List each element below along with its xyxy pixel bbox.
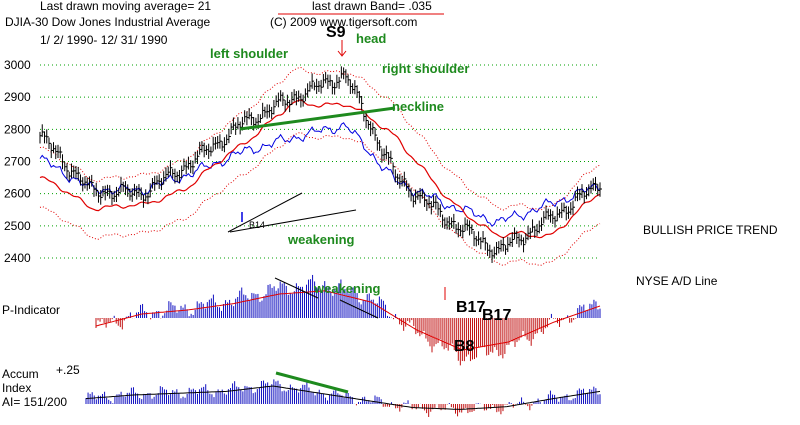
accum-label-2: Index [2,381,31,395]
ma-label: Last drawn moving average= 21 [40,0,211,13]
weakening-1-label: weakening [287,232,355,247]
p-indicator-ma-line [95,290,601,351]
p-indicator-bars [95,274,601,366]
upper-band [39,66,601,211]
moving-average [39,99,601,239]
b17a-label: B17 [456,299,485,316]
y-tick-2600: 2600 [4,187,31,201]
ad-line [39,122,601,227]
p-indicator-ma [95,290,601,351]
y-tick-3000: 3000 [4,58,31,72]
accum-weakening-line [275,371,349,394]
b17b-label: B17 [482,307,511,324]
copyright: (C) 2009 www.tigersoft.com [270,15,417,29]
accum-bars [85,379,601,417]
bands [39,66,601,266]
date-range: 1/ 2/ 1990- 12/ 31/ 1990 [40,33,168,47]
accum-level-label: +.25 [56,363,80,377]
b8-label: B8 [454,338,475,355]
y-tick-2800: 2800 [4,122,31,136]
right-shoulder-label: right shoulder [382,61,469,76]
y-tick-2400: 2400 [4,251,31,265]
accum-ma-line [85,385,601,410]
weakening-2-trend-a [274,277,319,299]
price-grid [40,64,600,259]
weakening-2-trend-b [339,299,379,319]
ticker-line: DJIA-30 Dow Jones Industrial Average [5,15,211,29]
b14-trend-b [229,209,357,233]
nyse-ad-label: NYSE A/D Line [636,274,718,288]
p-indicator-label: P-Indicator [2,303,60,317]
weakening-2-label: weakening [313,281,381,296]
neckline-line [239,106,396,131]
accum-label-3: AI= 151/200 [2,395,67,409]
ma-line [39,99,601,239]
s9-arrow-head [337,50,347,57]
head-label: head [356,31,386,46]
y-tick-labels: 2400 2500 2600 2700 2800 2900 3000 [4,58,31,265]
b14-trend-a [227,192,303,233]
left-shoulder-label: left shoulder [210,46,288,61]
accum-label-1: Accum [2,367,39,381]
b14-label: B14 [249,220,265,230]
y-tick-2500: 2500 [4,219,31,233]
bullish-trend-label: BULLISH PRICE TREND [643,223,778,237]
price-bars [39,66,602,263]
s9-label: S9 [326,24,346,41]
y-tick-2900: 2900 [4,90,31,104]
y-tick-2700: 2700 [4,155,31,169]
accum-ma [85,385,601,410]
neckline-label: neckline [392,99,444,114]
ad-line-path [39,122,601,227]
band-label: last drawn Band= .035 [312,0,432,13]
